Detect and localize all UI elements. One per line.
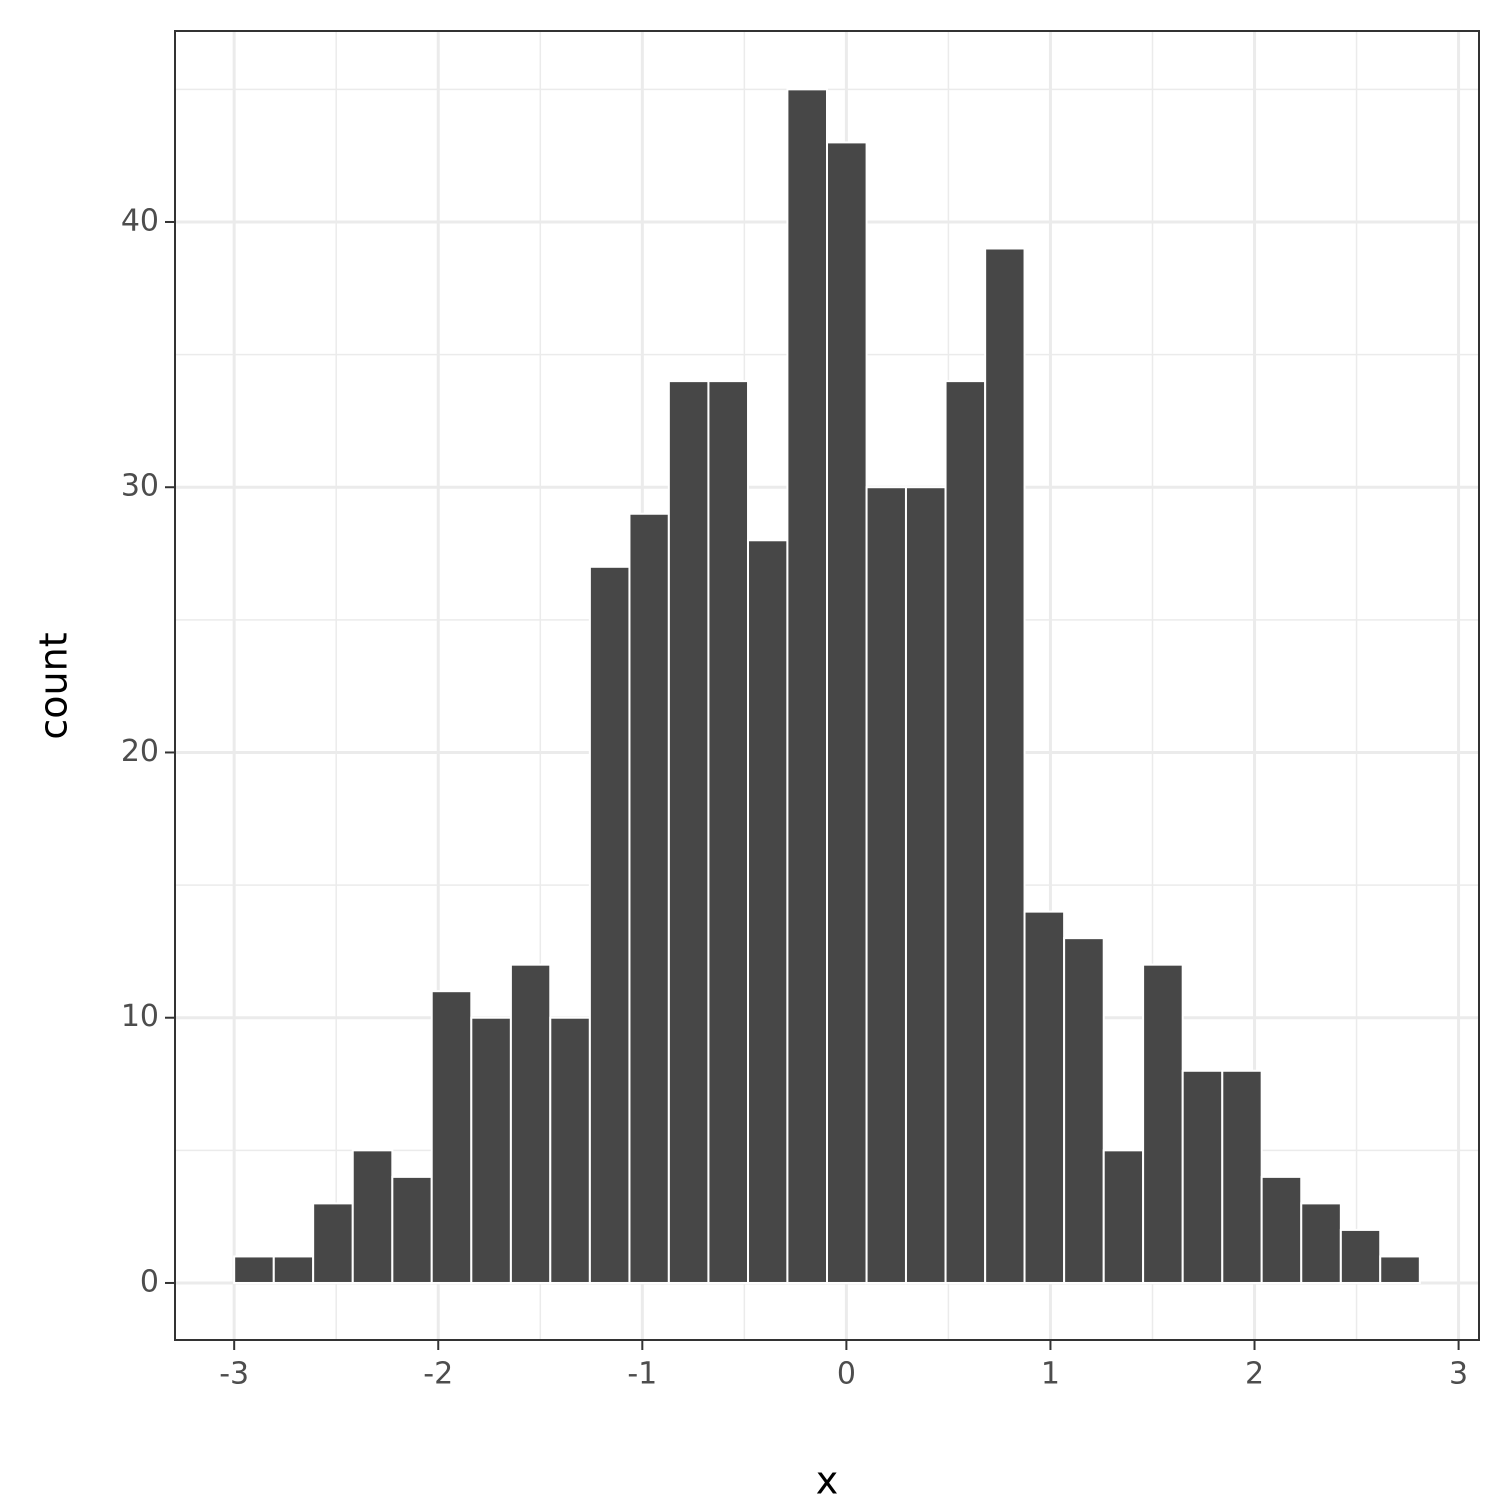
x-tick-label: 3 (1449, 1357, 1468, 1392)
x-tick-label: -1 (627, 1357, 657, 1392)
y-tick-label: 20 (121, 734, 159, 769)
x-tick-label: -3 (219, 1357, 249, 1392)
bar (1339, 1228, 1382, 1284)
bar (904, 486, 947, 1284)
bar (549, 1016, 591, 1284)
bar (351, 1149, 394, 1284)
bar (628, 512, 670, 1284)
bar (1063, 937, 1105, 1284)
x-tick-label: 0 (837, 1357, 856, 1392)
bar (707, 380, 750, 1284)
bar (233, 1255, 275, 1284)
bar (312, 1202, 354, 1284)
bar (1102, 1149, 1145, 1284)
bar (747, 539, 789, 1284)
bar (509, 963, 552, 1284)
x-tick-label: 2 (1245, 1357, 1264, 1392)
bar (667, 380, 710, 1284)
y-axis-title: count (32, 632, 76, 739)
bars (233, 88, 1421, 1284)
bar (826, 141, 868, 1284)
bar (944, 380, 987, 1284)
bar (391, 1175, 433, 1284)
bar (430, 990, 473, 1284)
panel-border (174, 30, 1480, 1341)
bar (1023, 910, 1066, 1284)
bar (1221, 1069, 1263, 1284)
bar (786, 88, 829, 1284)
y-tick-label: 0 (140, 1264, 159, 1299)
bar (984, 247, 1026, 1284)
y-tick-label: 10 (121, 999, 159, 1034)
bar (272, 1255, 315, 1284)
y-tick-label: 40 (121, 203, 159, 238)
bar (865, 486, 907, 1284)
x-tick-label: 1 (1041, 1357, 1060, 1392)
x-axis-title: x (816, 1459, 839, 1503)
bar (470, 1016, 512, 1284)
x-tick-label: -2 (423, 1357, 453, 1392)
bar (1300, 1202, 1342, 1284)
bar (1142, 963, 1184, 1284)
bar (1379, 1255, 1421, 1284)
bar (588, 565, 631, 1284)
bar (1181, 1069, 1224, 1284)
bar (1260, 1175, 1303, 1284)
y-tick-label: 30 (121, 469, 159, 504)
